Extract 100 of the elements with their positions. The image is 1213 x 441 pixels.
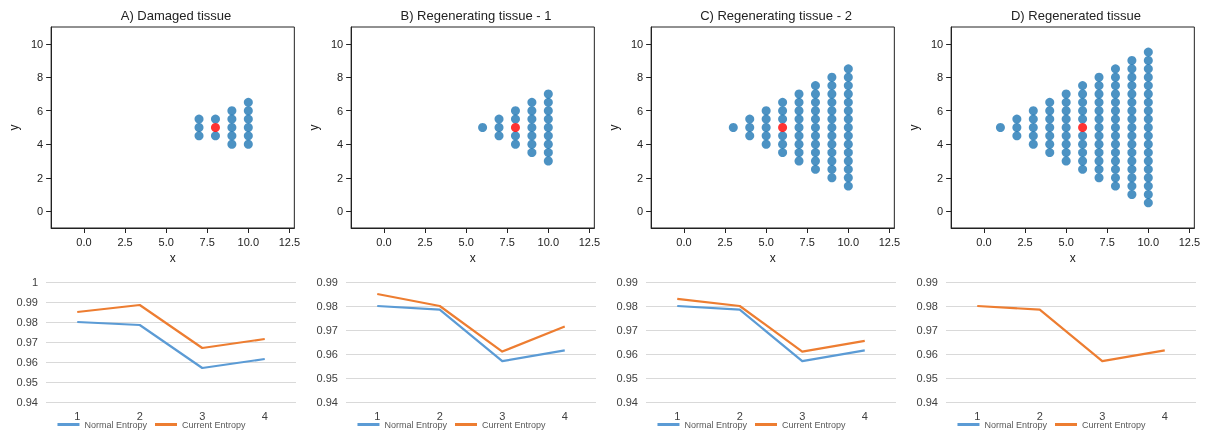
x-axis-title: x xyxy=(469,250,476,265)
x-tick-label: 3 xyxy=(499,409,506,422)
point xyxy=(543,131,553,141)
x-tick-label: 1 xyxy=(374,409,381,422)
y-tick-label: 0 xyxy=(337,205,344,218)
point xyxy=(543,148,553,158)
x-tick-label: 4 xyxy=(261,409,268,422)
y-tick-label: 0.95 xyxy=(16,376,38,388)
point xyxy=(527,139,537,149)
x-axis-title: x xyxy=(769,250,776,265)
legend-label: Normal Entropy xyxy=(84,419,148,430)
point xyxy=(543,123,553,132)
point xyxy=(543,139,553,149)
y-tick-label: 8 xyxy=(37,71,44,84)
point xyxy=(543,89,553,99)
point xyxy=(243,131,253,141)
point xyxy=(510,139,520,149)
chart-title: B) Regenerating tissue - 1 xyxy=(400,8,552,23)
point xyxy=(527,97,537,107)
x-tick-label: 5.0 xyxy=(758,235,774,248)
y-axis-title: y xyxy=(307,124,321,131)
point xyxy=(527,114,537,124)
legend-label: Normal Entropy xyxy=(984,419,1048,430)
x-tick-label: 0.0 xyxy=(676,235,692,248)
x-tick-label: 2.5 xyxy=(117,235,133,248)
x-tick-label: 3 xyxy=(199,409,206,422)
point xyxy=(227,106,237,116)
x-tick-label: 1 xyxy=(674,409,681,422)
y-tick-label: 0.95 xyxy=(916,372,938,384)
point xyxy=(494,123,504,132)
y-axis-title: y xyxy=(7,124,21,131)
x-tick-label: 0.0 xyxy=(976,235,992,248)
point xyxy=(510,131,520,141)
x-axis-title: x xyxy=(1069,250,1076,265)
y-tick-label: 0.99 xyxy=(16,296,38,308)
x-tick-label: 5.0 xyxy=(158,235,174,248)
chart-title: A) Damaged tissue xyxy=(120,8,232,23)
point xyxy=(210,123,220,132)
point xyxy=(494,114,504,124)
y-tick-label: 0.97 xyxy=(16,336,38,348)
legend-label: Current Entropy xyxy=(782,419,847,430)
point xyxy=(227,139,237,149)
x-tick-label: 12.5 xyxy=(278,235,301,248)
x-tick-label: 10.0 xyxy=(237,235,260,248)
x-tick-label: 2.5 xyxy=(417,235,433,248)
point xyxy=(194,114,204,124)
y-tick-label: 0.98 xyxy=(16,316,38,328)
y-tick-label: 2 xyxy=(337,171,344,184)
y-tick-label: 2 xyxy=(637,171,644,184)
line-series xyxy=(76,320,266,370)
y-tick-label: 0.98 xyxy=(316,300,338,312)
point xyxy=(510,123,520,132)
line-series xyxy=(676,304,866,363)
y-tick-label: 8 xyxy=(937,71,944,84)
x-tick-label: 12.5 xyxy=(578,235,601,248)
x-tick-label: 3 xyxy=(799,409,806,422)
x-tick-label: 7.5 xyxy=(1099,235,1115,248)
point xyxy=(227,131,237,141)
point xyxy=(543,97,553,107)
x-tick-label: 12.5 xyxy=(878,235,901,248)
x-tick-label: 10.0 xyxy=(1137,235,1160,248)
y-tick-label: 0.94 xyxy=(616,396,638,408)
y-tick-label: 8 xyxy=(337,71,344,84)
legend-label: Current Entropy xyxy=(1082,419,1147,430)
y-tick-label: 0.97 xyxy=(916,324,938,336)
y-tick-label: 4 xyxy=(637,138,644,151)
legend-label: Normal Entropy xyxy=(384,419,448,430)
x-tick-label: 4 xyxy=(561,409,568,422)
y-tick-label: 0.95 xyxy=(616,372,638,384)
point xyxy=(243,139,253,149)
y-tick-label: 0.94 xyxy=(916,396,938,408)
x-tick-label: 10.0 xyxy=(537,235,560,248)
chart-title: D) Regenerated tissue xyxy=(1010,8,1142,23)
legend-label: Current Entropy xyxy=(482,419,547,430)
y-tick-label: 4 xyxy=(337,138,344,151)
point xyxy=(543,106,553,116)
y-tick-label: 0 xyxy=(637,205,644,218)
x-tick-label: 7.5 xyxy=(799,235,815,248)
y-axis-title: y xyxy=(607,124,621,131)
point xyxy=(510,106,520,116)
point xyxy=(194,123,204,132)
y-tick-label: 0.99 xyxy=(316,276,338,288)
x-tick-label: 1 xyxy=(74,409,81,422)
legend-label: Normal Entropy xyxy=(684,419,748,430)
y-tick-label: 0 xyxy=(37,205,44,218)
y-tick-label: 10 xyxy=(330,37,344,50)
point xyxy=(194,131,204,141)
y-tick-label: 0.95 xyxy=(316,372,338,384)
line-series xyxy=(376,304,566,363)
y-tick-label: 0.98 xyxy=(616,300,638,312)
point xyxy=(210,131,220,141)
x-tick-label: 4 xyxy=(861,409,868,422)
x-tick-label: 3 xyxy=(1099,409,1106,422)
y-tick-label: 10 xyxy=(30,37,44,50)
line-series xyxy=(76,303,266,350)
y-tick-label: 6 xyxy=(37,104,44,117)
point xyxy=(543,156,553,166)
x-tick-label: 2.5 xyxy=(717,235,733,248)
x-tick-label: 0.0 xyxy=(76,235,92,248)
x-tick-label: 2 xyxy=(736,409,743,422)
